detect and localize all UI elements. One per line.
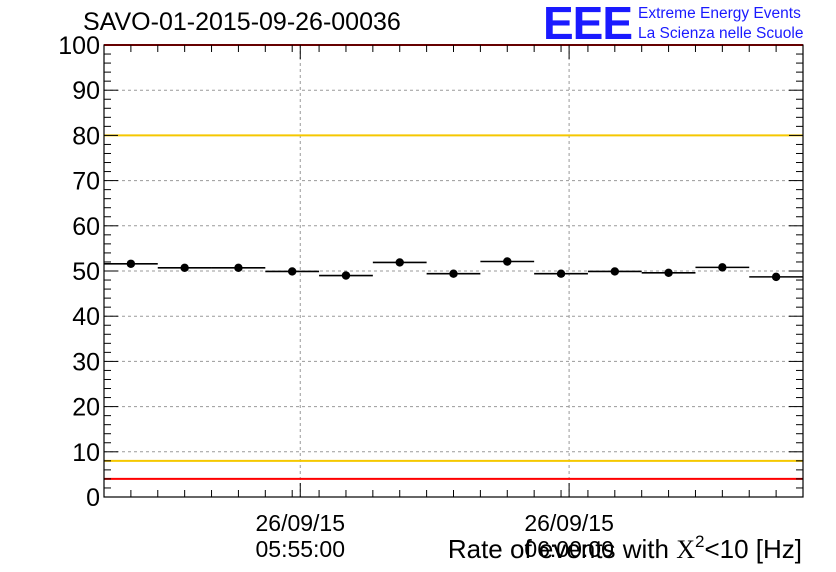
data-point-marker — [180, 263, 189, 273]
data-point — [480, 257, 535, 266]
data-point-marker — [664, 268, 673, 278]
y-tick-label: 90 — [72, 77, 100, 105]
x-tick-label-date: 26/09/15 — [524, 510, 614, 536]
data-point — [749, 272, 803, 282]
run-title: SAVO-01-2015-09-26-00036 — [83, 8, 401, 36]
data-point — [157, 263, 212, 273]
data-point-marker — [771, 272, 781, 282]
logo-mark: EEE — [543, 0, 633, 49]
tick-labels: 010203040506070809010026/09/1505:55:0026… — [58, 32, 614, 562]
x-axis-title-symbol: X — [676, 535, 695, 564]
data-point-marker — [287, 267, 297, 276]
data-point — [695, 263, 750, 272]
data-point — [641, 268, 696, 278]
x-axis-title: Rate of events with X2<10 [Hz] — [447, 532, 802, 565]
y-tick-label: 0 — [86, 484, 100, 512]
data-point — [104, 259, 158, 268]
x-axis-title-prefix: Rate of events with — [447, 534, 677, 564]
data-point-marker — [449, 269, 458, 278]
data-points — [104, 257, 803, 282]
data-point-marker — [234, 263, 243, 273]
x-tick-label-time: 06:00:00 — [524, 536, 614, 562]
y-tick-label: 20 — [72, 394, 100, 422]
data-point-marker — [341, 271, 351, 280]
data-point — [319, 271, 373, 280]
x-axis-title-suffix: <10 [Hz] — [704, 534, 802, 564]
logo-line-2: La Scienza nelle Scuole — [638, 25, 804, 42]
reference-lines — [104, 44, 803, 480]
y-tick-label: 30 — [72, 348, 100, 376]
y-tick-label: 60 — [72, 213, 100, 241]
logo-line-1: Extreme Energy Events — [638, 5, 801, 22]
data-point-marker — [126, 259, 136, 268]
eee-logo: EEE Extreme Energy Events La Scienza nel… — [543, 0, 833, 49]
axis-ticks — [104, 44, 803, 498]
data-point — [265, 267, 320, 276]
data-point — [211, 263, 266, 273]
data-point-marker — [503, 257, 512, 266]
data-point — [534, 269, 588, 278]
data-point — [372, 258, 427, 267]
data-point — [587, 267, 642, 276]
y-tick-label: 100 — [58, 32, 100, 60]
y-tick-label: 50 — [72, 258, 100, 286]
x-tick-label-time: 05:55:00 — [255, 536, 345, 562]
y-tick-label: 70 — [72, 168, 100, 196]
x-tick-label-date: 26/09/15 — [255, 510, 345, 536]
y-tick-label: 80 — [72, 122, 100, 150]
data-point — [426, 269, 481, 278]
data-point-marker — [718, 263, 727, 272]
data-point-marker — [395, 258, 404, 267]
y-tick-label: 10 — [72, 439, 100, 467]
y-tick-label: 40 — [72, 303, 100, 331]
data-point-marker — [556, 269, 566, 278]
x-axis-title-exponent: 2 — [694, 532, 705, 551]
data-point-marker — [610, 267, 620, 276]
